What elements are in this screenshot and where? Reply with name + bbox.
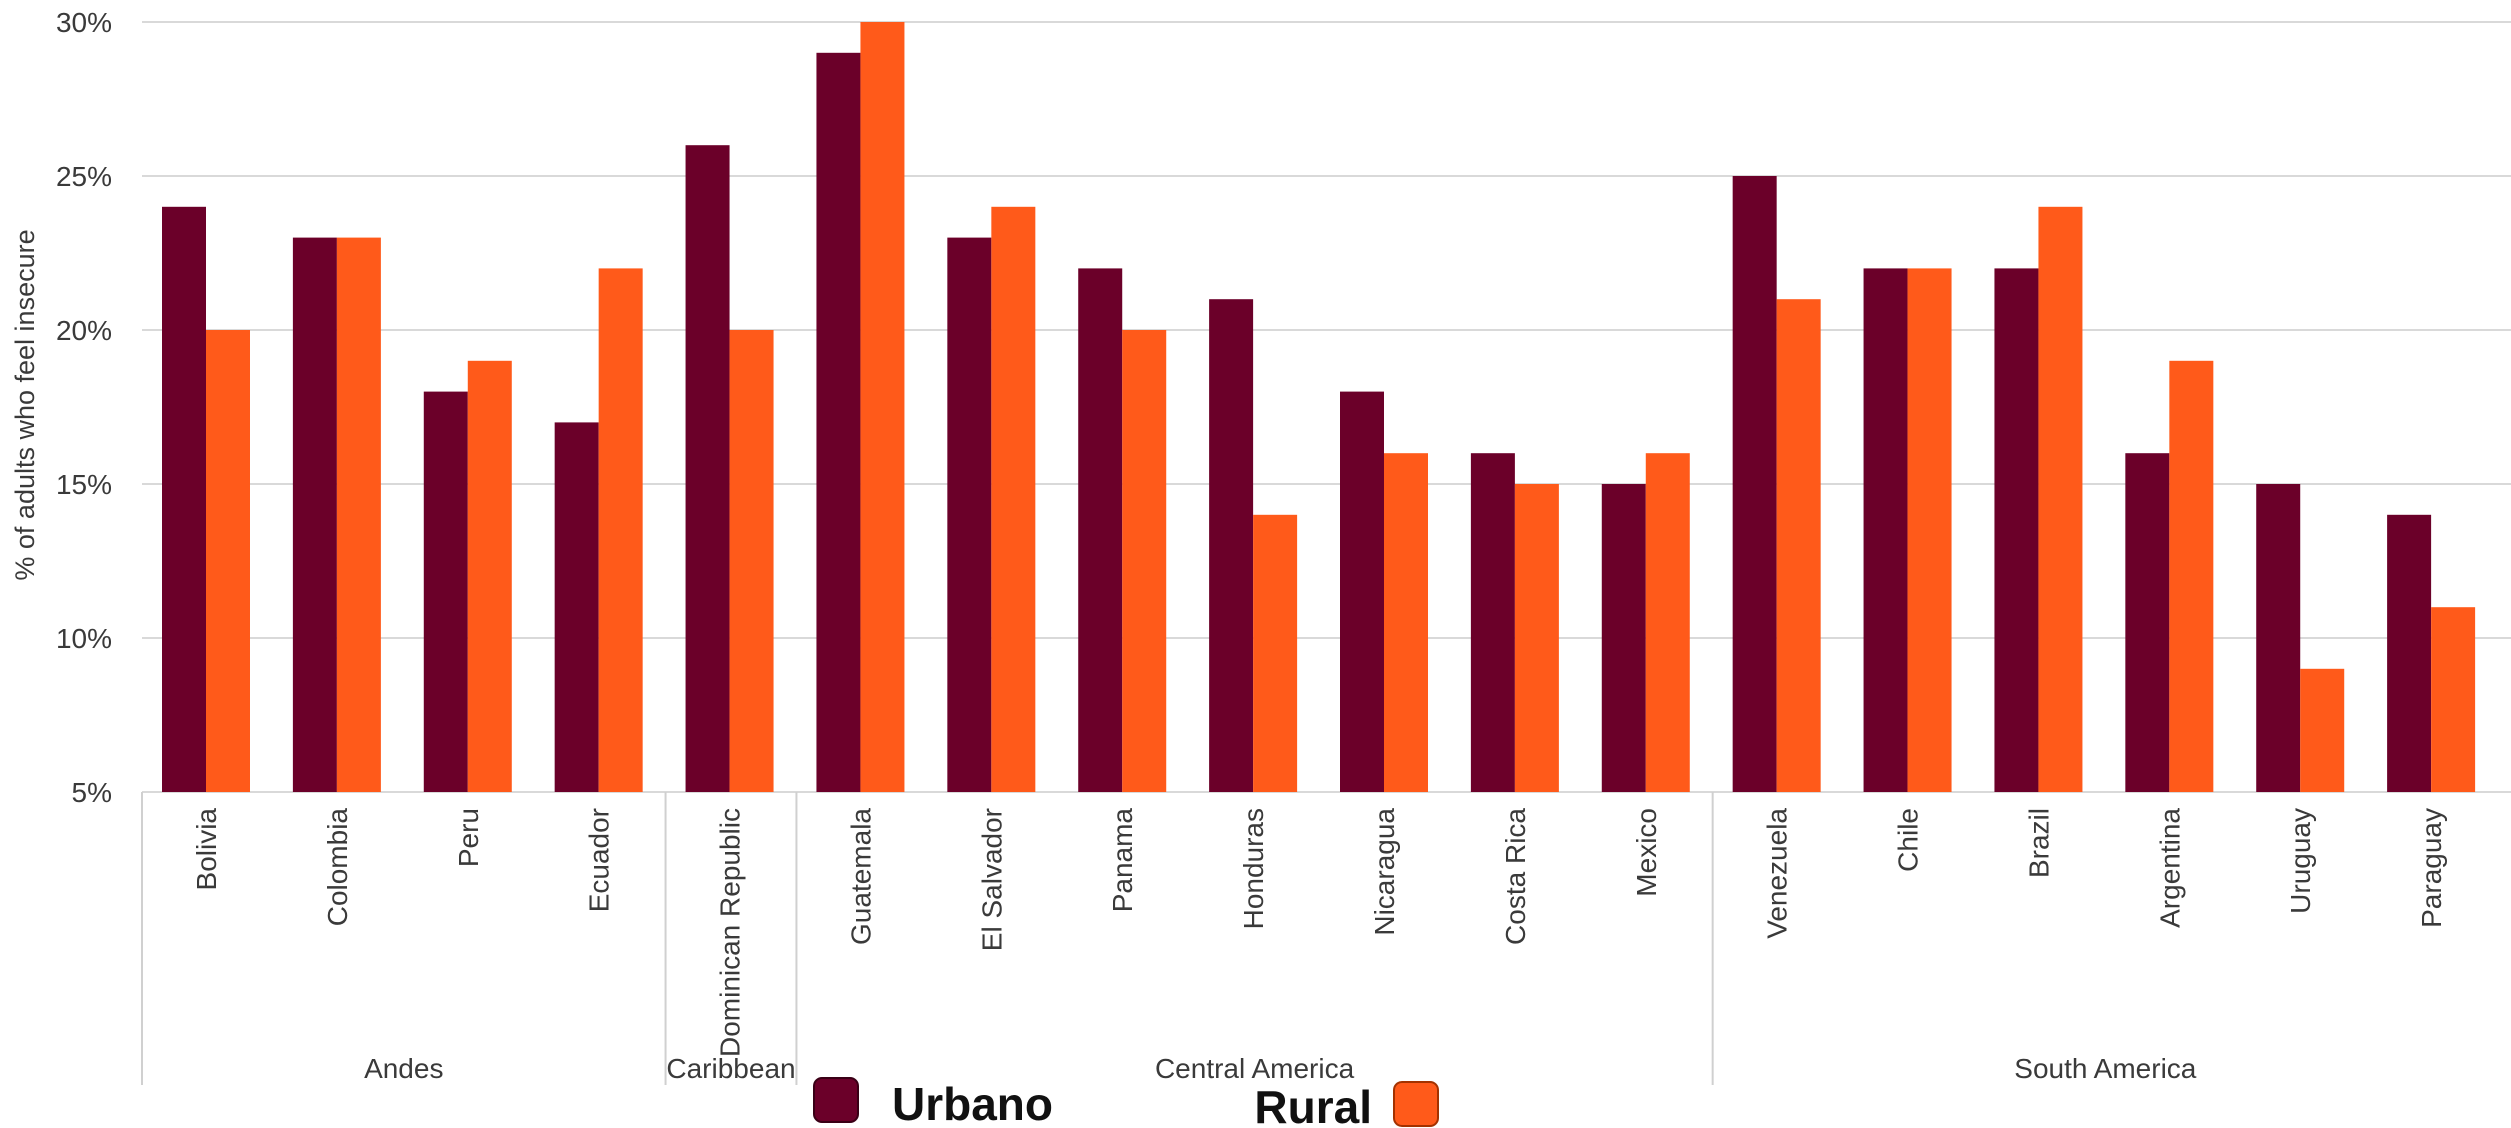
bar-urbano-paraguay <box>2387 514 2432 792</box>
category-label: Dominican Republic <box>715 808 746 1057</box>
bar-rural-paraguay <box>2431 607 2476 792</box>
bar-urbano-chile <box>1863 268 1908 792</box>
legend-swatch-rural <box>1393 1081 1439 1127</box>
category-label: Peru <box>453 808 484 867</box>
category-labels: Bolivia Colombia Peru Ecuador Dominican Repu… <box>191 808 2447 1057</box>
category-label: Ecuador <box>584 808 615 912</box>
category-label: Colombia <box>322 808 353 927</box>
y-axis-ticks: 5% 10% 15% 20% 25% 30% <box>56 7 112 808</box>
category-label: Honduras <box>1238 808 1269 929</box>
group-label: Andes <box>364 1053 443 1084</box>
category-label: Argentina <box>2154 808 2185 928</box>
category-label: Bolivia <box>191 808 222 891</box>
bar-rural-uruguay <box>2300 668 2345 792</box>
bar-urbano-mexico <box>1601 484 1646 792</box>
gridlines <box>142 21 2511 793</box>
bar-rural-costa-rica <box>1514 484 1559 792</box>
y-tick-label: 25% <box>56 161 112 192</box>
bar-urbano-guatemala <box>816 52 861 793</box>
y-axis-label: % of adults who feel insecure <box>10 229 40 580</box>
bar-rural-dominican-republic <box>729 330 774 792</box>
bar-urbano-colombia <box>292 237 337 793</box>
bar-urbano-venezuela <box>1732 176 1777 792</box>
bar-rural-colombia <box>336 237 381 793</box>
bars <box>162 22 2476 793</box>
bar-rural-peru <box>467 360 512 792</box>
bar-urbano-el-salvador <box>947 237 992 793</box>
y-tick-label: 20% <box>56 315 112 346</box>
bar-rural-bolivia <box>206 330 250 792</box>
y-tick-label: 5% <box>72 777 112 808</box>
category-label: Costa Rica <box>1500 808 1531 945</box>
category-label: Venezuela <box>1762 808 1793 939</box>
legend: Urbano Rural <box>813 1077 1439 1128</box>
legend-swatch-urbano <box>813 1077 859 1123</box>
bar-urbano-argentina <box>2125 453 2170 792</box>
bar-urbano-bolivia <box>162 206 206 793</box>
bar-rural-nicaragua <box>1384 453 1428 792</box>
bar-urbano-honduras <box>1209 299 1254 792</box>
bar-rural-brazil <box>2038 206 2083 793</box>
category-label: Panama <box>1107 808 1138 913</box>
category-label: Guatemala <box>845 808 876 945</box>
group-label: South America <box>2014 1053 2197 1084</box>
bar-urbano-dominican-republic <box>685 145 730 792</box>
bar-rural-venezuela <box>1776 299 1821 792</box>
bar-urbano-peru <box>423 391 468 792</box>
legend-label-urbano: Urbano <box>892 1078 1053 1128</box>
category-label: Brazil <box>2023 808 2054 878</box>
y-tick-label: 15% <box>56 469 112 500</box>
bar-rural-honduras <box>1253 514 1298 792</box>
bar-urbano-uruguay <box>2256 484 2301 792</box>
category-label: Chile <box>1893 808 1924 872</box>
bar-rural-panama <box>1122 330 1167 792</box>
bar-urbano-brazil <box>1994 268 2039 792</box>
category-label: Paraguay <box>2416 808 2447 928</box>
bar-rural-guatemala <box>860 22 905 792</box>
category-label: Mexico <box>1631 808 1662 897</box>
group-labels: Andes Caribbean Central America South Ameri… <box>141 792 2197 1085</box>
y-tick-label: 30% <box>56 7 112 38</box>
category-label: Uruguay <box>2285 808 2316 914</box>
y-tick-label: 10% <box>56 623 112 654</box>
bar-rural-chile <box>1907 268 1952 792</box>
bar-rural-ecuador <box>598 268 643 792</box>
bar-rural-el-salvador <box>991 206 1036 793</box>
category-label: Nicaragua <box>1369 808 1400 936</box>
group-label: Caribbean <box>666 1053 795 1084</box>
bar-urbano-nicaragua <box>1340 391 1384 792</box>
bar-urbano-panama <box>1078 268 1123 792</box>
group-label: Central America <box>1155 1053 1355 1084</box>
category-label: El Salvador <box>976 808 1007 951</box>
legend-label-rural: Rural <box>1254 1081 1372 1128</box>
bar-urbano-costa-rica <box>1470 453 1515 792</box>
bar-rural-argentina <box>2169 360 2214 792</box>
bar-rural-mexico <box>1645 453 1690 792</box>
bar-urbano-ecuador <box>554 422 599 792</box>
